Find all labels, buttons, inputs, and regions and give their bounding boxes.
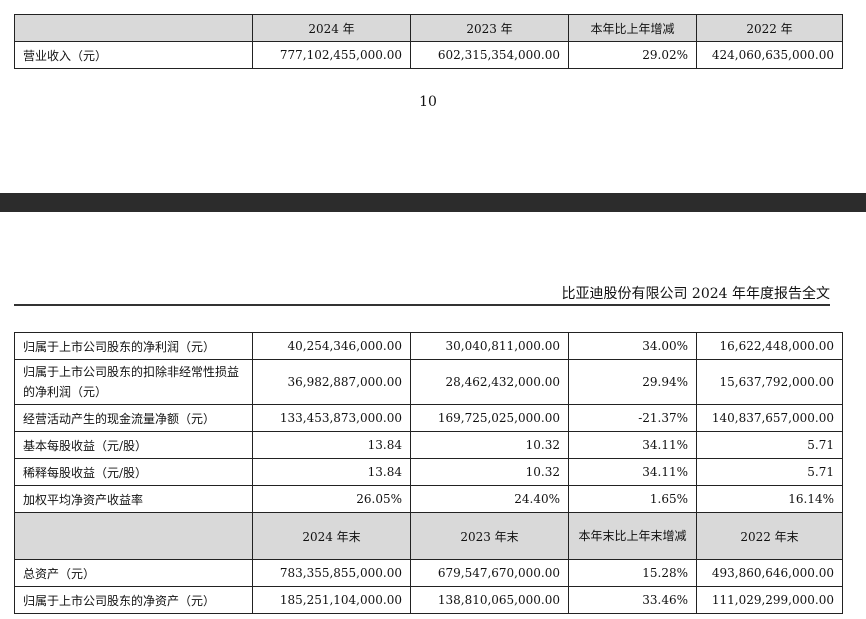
cell-value: 26.05% <box>252 485 411 513</box>
cell-value: 111,029,299,000.00 <box>696 586 843 614</box>
row-label: 归属于上市公司股东的净利润（元） <box>14 332 253 360</box>
cell-value: 169,725,025,000.00 <box>410 404 569 432</box>
header-cell <box>14 14 253 42</box>
running-header: 比亚迪股份有限公司 2024 年年度报告全文 <box>561 286 830 302</box>
cell-value: 15,637,792,000.00 <box>696 359 843 405</box>
page-number: 10 <box>419 94 437 110</box>
header-cell: 本年末比上年末增减 <box>568 512 697 560</box>
header-cell: 2022 年 <box>696 14 843 42</box>
row-label: 营业收入（元） <box>14 41 253 69</box>
header-rule <box>14 304 830 306</box>
cell-value: 24.40% <box>410 485 569 513</box>
cell-value: 30,040,811,000.00 <box>410 332 569 360</box>
header-cell: 2023 年末 <box>410 512 569 560</box>
cell-value: 34.11% <box>568 458 697 486</box>
cell-value: 33.46% <box>568 586 697 614</box>
cell-value: 5.71 <box>696 458 843 486</box>
cell-value: 16.14% <box>696 485 843 513</box>
table-header-row: 2024 年 2023 年 本年比上年增减 2022 年 <box>14 14 843 42</box>
header-cell: 2023 年 <box>410 14 569 42</box>
cell-value: 493,860,646,000.00 <box>696 559 843 587</box>
table-row: 营业收入（元） 777,102,455,000.00 602,315,354,0… <box>14 41 843 69</box>
header-cell: 2022 年末 <box>696 512 843 560</box>
header-cell: 2024 年末 <box>252 512 411 560</box>
cell-value: 29.02% <box>568 41 697 69</box>
cell-value: 424,060,635,000.00 <box>696 41 843 69</box>
cell-value: 140,837,657,000.00 <box>696 404 843 432</box>
cell-value: 602,315,354,000.00 <box>410 41 569 69</box>
revenue-table: 2024 年 2023 年 本年比上年增减 2022 年 营业收入（元） 777… <box>14 14 843 69</box>
cell-value: 777,102,455,000.00 <box>252 41 411 69</box>
row-label: 基本每股收益（元/股） <box>14 431 253 459</box>
header-cell <box>14 512 253 560</box>
table-row: 经营活动产生的现金流量净额（元） 133,453,873,000.00 169,… <box>14 404 843 432</box>
header-cell: 2024 年 <box>252 14 411 42</box>
cell-value: -21.37% <box>568 404 697 432</box>
cell-value: 13.84 <box>252 458 411 486</box>
table-row: 总资产（元） 783,355,855,000.00 679,547,670,00… <box>14 559 843 587</box>
table-row: 稀释每股收益（元/股） 13.84 10.32 34.11% 5.71 <box>14 458 843 486</box>
cell-value: 5.71 <box>696 431 843 459</box>
table-row: 归属于上市公司股东的扣除非经常性损益的净利润（元） 36,982,887,000… <box>14 359 843 405</box>
table-row: 归属于上市公司股东的净利润（元） 40,254,346,000.00 30,04… <box>14 332 843 360</box>
cell-value: 16,622,448,000.00 <box>696 332 843 360</box>
table-subheader-row: 2024 年末 2023 年末 本年末比上年末增减 2022 年末 <box>14 512 843 560</box>
table-row: 加权平均净资产收益率 26.05% 24.40% 1.65% 16.14% <box>14 485 843 513</box>
cell-value: 185,251,104,000.00 <box>252 586 411 614</box>
cell-value: 34.00% <box>568 332 697 360</box>
cell-value: 10.32 <box>410 431 569 459</box>
cell-value: 15.28% <box>568 559 697 587</box>
row-label: 经营活动产生的现金流量净额（元） <box>14 404 253 432</box>
cell-value: 783,355,855,000.00 <box>252 559 411 587</box>
page-separator <box>0 193 866 212</box>
cell-value: 36,982,887,000.00 <box>252 359 411 405</box>
header-cell: 本年比上年增减 <box>568 14 697 42</box>
row-label: 加权平均净资产收益率 <box>14 485 253 513</box>
cell-value: 1.65% <box>568 485 697 513</box>
cell-value: 29.94% <box>568 359 697 405</box>
row-label: 归属于上市公司股东的扣除非经常性损益的净利润（元） <box>14 359 253 405</box>
row-label: 总资产（元） <box>14 559 253 587</box>
cell-value: 133,453,873,000.00 <box>252 404 411 432</box>
cell-value: 40,254,346,000.00 <box>252 332 411 360</box>
financial-indicators-table: 归属于上市公司股东的净利润（元） 40,254,346,000.00 30,04… <box>14 332 843 614</box>
table-row: 基本每股收益（元/股） 13.84 10.32 34.11% 5.71 <box>14 431 843 459</box>
cell-value: 10.32 <box>410 458 569 486</box>
cell-value: 13.84 <box>252 431 411 459</box>
cell-value: 28,462,432,000.00 <box>410 359 569 405</box>
row-label: 归属于上市公司股东的净资产（元） <box>14 586 253 614</box>
table-row: 归属于上市公司股东的净资产（元） 185,251,104,000.00 138,… <box>14 586 843 614</box>
cell-value: 34.11% <box>568 431 697 459</box>
cell-value: 138,810,065,000.00 <box>410 586 569 614</box>
cut-off-heading <box>24 0 28 6</box>
row-label: 稀释每股收益（元/股） <box>14 458 253 486</box>
cell-value: 679,547,670,000.00 <box>410 559 569 587</box>
